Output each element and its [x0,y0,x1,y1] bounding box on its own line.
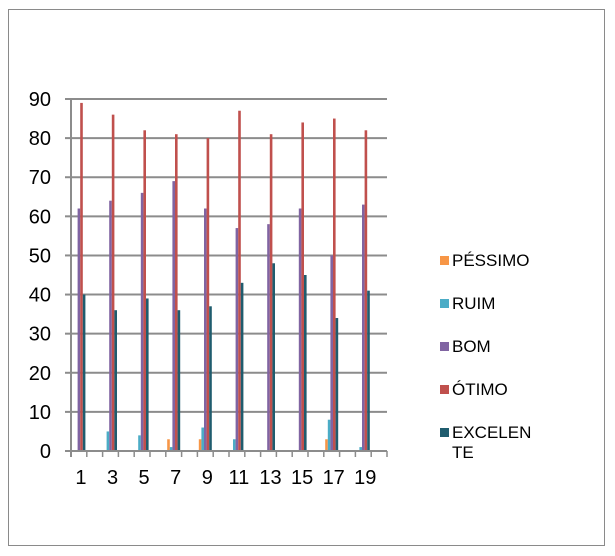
x-tick-label: 1 [75,467,86,489]
bar [240,282,244,451]
axes [65,98,388,457]
legend-label: TE [452,443,474,462]
bar [138,435,141,451]
bar [267,224,270,451]
y-tick-label: 80 [29,128,51,150]
y-tick-label: 70 [29,167,51,189]
y-tick-labels: 0 10 20 30 40 50 60 70 80 90 [29,89,51,463]
bar [238,110,241,451]
legend-label: PÉSSIMO [452,251,529,270]
x-tick-label: 17 [323,467,345,489]
bar [146,298,149,451]
bar [298,208,302,451]
bar [82,294,86,451]
bar [272,263,275,451]
bar [198,439,202,451]
bar [167,439,170,451]
bar [140,192,144,451]
bar [114,310,117,451]
x-tick-label: 11 [229,467,250,489]
bar [175,134,178,451]
bar [206,138,210,451]
bar [172,181,175,451]
y-tick-label: 20 [29,363,51,385]
bar [330,255,333,451]
legend-label: RUIM [452,294,495,313]
y-tick-label: 30 [29,324,51,346]
bar [143,130,146,451]
bar [111,114,115,452]
bar [364,130,368,451]
chart-frame: 0 10 20 30 40 50 60 70 80 90 1 3 5 7 9 11 13 15 17 19 PÉSS… [8,9,605,546]
x-tick-label: 15 [291,467,313,489]
x-tick-label: 9 [202,467,213,489]
bar [333,118,336,452]
x-tick-label: 5 [139,467,150,489]
bar [235,228,239,451]
legend-swatch [440,428,449,437]
bar [304,275,307,451]
bar [327,419,331,451]
legend-label: BOM [452,337,491,356]
legend-label: ÓTIMO [452,380,508,399]
y-tick-label: 10 [29,402,51,424]
bar [233,439,236,451]
bar [325,439,328,451]
y-tick-label: 90 [29,89,51,111]
legend-label: EXCELEN [452,423,531,442]
bars [77,102,370,452]
bar [367,290,370,451]
legend-swatch [440,299,449,308]
x-tick-labels: 1 3 5 7 9 11 13 15 17 19 [75,467,376,489]
bar [80,102,83,452]
bar [209,306,212,451]
bar [201,427,204,451]
bar [301,122,304,451]
bar [362,204,365,451]
x-tick-label: 13 [259,467,281,489]
legend-swatch [440,385,449,394]
x-tick-label: 3 [107,467,118,489]
bar [269,134,273,451]
bar [177,310,181,451]
x-tick-label: 19 [354,467,376,489]
bar [204,208,207,451]
y-tick-label: 60 [29,206,51,228]
bar [359,447,362,451]
y-tick-label: 0 [40,441,51,463]
legend-swatch [440,342,449,351]
bar [77,208,81,451]
y-tick-label: 50 [29,245,51,267]
x-tick-label: 7 [170,467,181,489]
bar [169,447,173,451]
gridlines [71,98,387,413]
bar [109,200,112,451]
bar [106,431,110,451]
legend-swatch [440,256,449,265]
bar [335,318,339,451]
y-tick-label: 40 [29,285,51,307]
